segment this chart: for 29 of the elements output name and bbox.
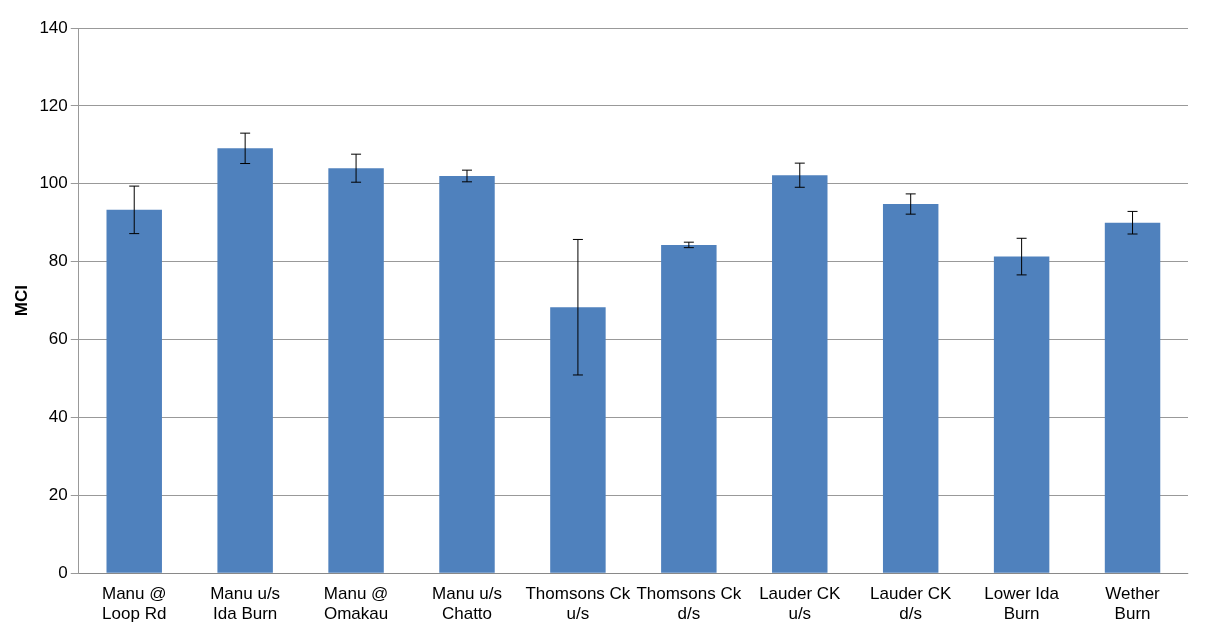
- y-tick-label: 80: [48, 251, 68, 271]
- x-tick-label: Thomsons Ck d/s: [636, 584, 742, 624]
- y-tick-label: 0: [58, 562, 68, 582]
- y-tick-label: 140: [39, 17, 68, 37]
- bar: [1104, 222, 1161, 573]
- x-tick-label: Manu @ Omakau: [323, 584, 389, 624]
- y-tick-label: 40: [48, 407, 68, 427]
- y-tick-label: 120: [39, 95, 68, 115]
- bar: [439, 175, 495, 573]
- bar: [993, 256, 1050, 573]
- bar: [772, 175, 828, 573]
- x-tick-label: Lauder CK u/s: [759, 584, 842, 624]
- bar: [328, 168, 384, 573]
- x-tick-label: Lauder CK d/s: [870, 584, 952, 624]
- y-axis-title: MCI: [11, 285, 31, 317]
- x-tick-label: Manu u/s Ida Burn: [210, 584, 281, 624]
- bar: [217, 148, 273, 573]
- x-tick-label: Manu @ Loop Rd: [101, 584, 167, 624]
- bar: [550, 307, 606, 573]
- bar: [106, 209, 162, 573]
- x-tick-label: Wether Burn: [1105, 584, 1161, 624]
- y-tick-label: 100: [39, 173, 68, 193]
- y-tick-label: 60: [48, 329, 68, 349]
- x-tick-label: Thomsons Ck u/s: [525, 584, 631, 624]
- x-tick-label: Manu u/s Chatto: [432, 584, 502, 624]
- bar: [882, 204, 939, 573]
- x-tick-label: Lower Ida Burn: [984, 584, 1060, 624]
- bar: [661, 244, 717, 573]
- y-tick-label: 20: [48, 485, 68, 504]
